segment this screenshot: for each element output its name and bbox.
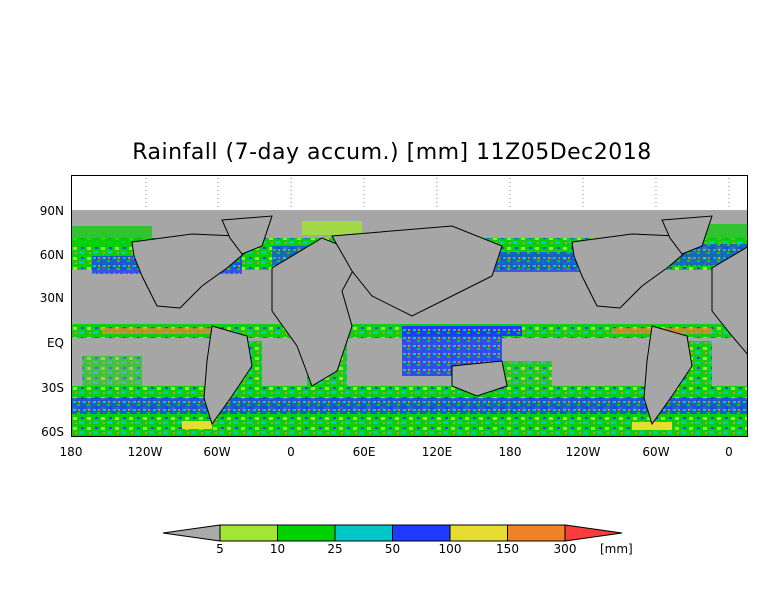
colorbar-level-label: 100 <box>438 542 462 556</box>
lon-label-180: 180 <box>59 445 83 459</box>
colorbar-upper-triangle <box>564 524 623 542</box>
rainfall-map-canvas <box>72 176 747 436</box>
colorbar-unit: [mm] <box>600 542 633 556</box>
lon-label-120w: 120W <box>127 445 163 459</box>
lat-label-90n: 90N <box>39 204 64 218</box>
map-title: Rainfall (7-day accum.) [mm] 11Z05Dec201… <box>132 140 652 165</box>
rainfall-map <box>71 175 748 437</box>
lon-label-0-b: 0 <box>725 445 733 459</box>
lon-label-60w-b: 60W <box>642 445 670 459</box>
colorbar-level-label: 300 <box>553 542 577 556</box>
lat-label-60n: 60N <box>39 248 64 262</box>
colorbar-level-label: 10 <box>269 542 286 556</box>
colorbar-bin-2 <box>277 524 336 542</box>
colorbar-bin-3 <box>334 524 393 542</box>
lat-label-30s: 30S <box>41 381 64 395</box>
lat-label-60s: 60S <box>41 425 64 439</box>
lon-label-0: 0 <box>287 445 295 459</box>
colorbar-level-label: 25 <box>327 542 343 556</box>
colorbar-level-label: 5 <box>216 542 224 556</box>
lon-label-120w-b: 120W <box>565 445 601 459</box>
lon-label-60w: 60W <box>203 445 231 459</box>
lat-label-30n: 30N <box>39 291 64 305</box>
colorbar-level-label: 50 <box>384 542 401 556</box>
lat-label-eq: EQ <box>46 336 64 350</box>
lon-label-120e: 120E <box>421 445 453 459</box>
colorbar-bin-6 <box>507 524 566 542</box>
lon-label-60e: 60E <box>352 445 376 459</box>
lon-label-180-b: 180 <box>498 445 522 459</box>
colorbar-bin-4 <box>392 524 451 542</box>
colorbar-level-label: 150 <box>496 542 519 556</box>
colorbar-bin-5 <box>449 524 508 542</box>
colorbar-lower-triangle <box>162 524 221 542</box>
colorbar-bin-1 <box>219 524 278 542</box>
